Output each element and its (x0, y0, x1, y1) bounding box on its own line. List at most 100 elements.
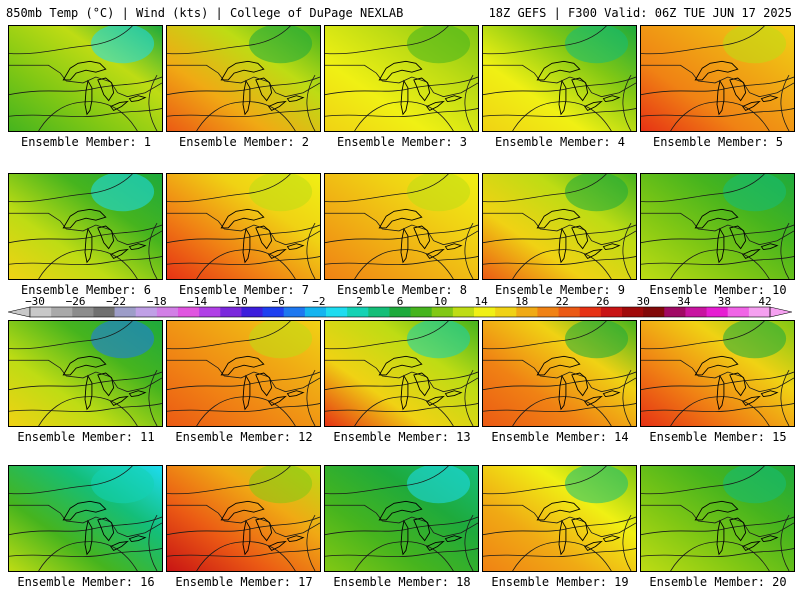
ensemble-member-label: Ensemble Member: 14 (491, 430, 629, 444)
colorbar-frame (29, 306, 771, 318)
great-lake-outline (425, 100, 445, 111)
great-lake-outline (84, 79, 93, 116)
temperature-field (483, 321, 636, 426)
colorbar-swatch (368, 307, 390, 317)
contour-line (780, 514, 790, 571)
contour-line (196, 541, 296, 571)
great-lake-outline (741, 100, 761, 111)
contour-line (167, 174, 291, 203)
contour-line (483, 371, 636, 391)
great-lake-outline (716, 79, 725, 116)
temperature-anomaly-patch (90, 174, 155, 212)
contour-line (670, 541, 770, 571)
contour-line (483, 64, 636, 98)
contour-line (148, 222, 158, 279)
great-lake-outline (242, 374, 251, 411)
temperature-anomaly-patch (248, 466, 313, 504)
contour-line (9, 26, 133, 55)
colorbar-tick-label: −30 (25, 295, 45, 308)
contour-line (483, 76, 636, 96)
colorbar-swatch (72, 307, 94, 317)
colorbar-swatch (241, 307, 263, 317)
contour-line (780, 369, 790, 426)
contour-line (325, 359, 478, 393)
contour-line (9, 76, 162, 96)
great-lake-outline (536, 208, 581, 229)
colorbar-swatch (220, 307, 242, 317)
contour-line (641, 321, 765, 350)
ensemble-member-label: Ensemble Member: 7 (178, 283, 310, 297)
contour-line (9, 516, 162, 536)
great-lake-outline (602, 390, 621, 398)
colorbar-swatch (685, 307, 707, 317)
contour-line (464, 74, 474, 131)
great-lake-outline (760, 243, 779, 251)
contour-line (9, 321, 133, 350)
colorbar-swatch (410, 307, 433, 317)
contour-line (38, 249, 138, 279)
contour-line (641, 224, 794, 244)
temperature-anomaly-patch (90, 466, 155, 504)
great-lake-outline (62, 500, 107, 521)
contour-line (641, 256, 794, 265)
temperature-anomaly-patch (406, 321, 471, 359)
contour-line (483, 548, 636, 557)
contour-line (9, 504, 162, 538)
colorbar-swatch (664, 307, 686, 317)
colorbar-swatch (474, 307, 496, 317)
ensemble-member-map (324, 465, 479, 572)
great-lake-outline (109, 395, 129, 406)
great-lake-outline (729, 225, 747, 250)
ensemble-member-map (8, 25, 163, 132)
ensemble-member-label: Ensemble Member: 6 (20, 283, 152, 297)
contour-line (9, 371, 162, 391)
ensemble-member-label: Ensemble Member: 2 (178, 135, 310, 149)
great-lake-outline (286, 95, 305, 103)
contour-line (167, 224, 320, 244)
great-lake-outline (571, 77, 589, 102)
temperature-field (9, 321, 162, 426)
ensemble-member-label: Ensemble Member: 4 (494, 135, 626, 149)
colorbar-swatch (452, 307, 475, 317)
great-lake-outline (400, 519, 409, 556)
contour-line (167, 504, 320, 538)
great-lake-outline (378, 500, 423, 521)
contour-line (641, 371, 794, 391)
contour-line (325, 108, 478, 117)
ensemble-member-label: Ensemble Member: 11 (17, 430, 155, 444)
great-lake-outline (694, 208, 739, 229)
temperature-anomaly-patch (564, 466, 629, 504)
colorbar-swatch (748, 307, 771, 317)
colorbar-swatch (706, 307, 729, 317)
contour-line (354, 101, 454, 131)
ensemble-member-map (324, 25, 479, 132)
contour-line (512, 396, 612, 426)
ensemble-member-map (8, 173, 163, 280)
great-lake-outline (255, 372, 273, 397)
great-lake-outline (602, 243, 621, 251)
great-lake-outline (444, 243, 463, 251)
great-lake-outline (716, 519, 725, 556)
colorbar-swatch (579, 307, 602, 317)
great-lake-outline (128, 390, 147, 398)
great-lake-outline (255, 517, 273, 542)
contour-line (306, 222, 316, 279)
contour-line (641, 76, 794, 96)
colorbar-tick-label: 6 (396, 295, 404, 308)
colorbar-tick-label: 26 (596, 295, 610, 308)
temperature-anomaly-patch (564, 26, 629, 64)
contour-line (325, 466, 449, 495)
colorbar-swatch (347, 307, 369, 317)
colorbar-tick-label: −14 (187, 295, 208, 308)
contour-line (167, 371, 320, 391)
contour-line (9, 108, 162, 117)
temperature-anomaly-patch (564, 174, 629, 212)
contour-line (641, 64, 794, 98)
great-lake-outline (255, 77, 273, 102)
contour-line (483, 403, 636, 412)
great-lake-outline (400, 227, 409, 264)
great-lake-outline (220, 60, 265, 81)
contour-line (167, 321, 291, 350)
ensemble-member-map (8, 465, 163, 572)
contour-line (483, 26, 607, 55)
